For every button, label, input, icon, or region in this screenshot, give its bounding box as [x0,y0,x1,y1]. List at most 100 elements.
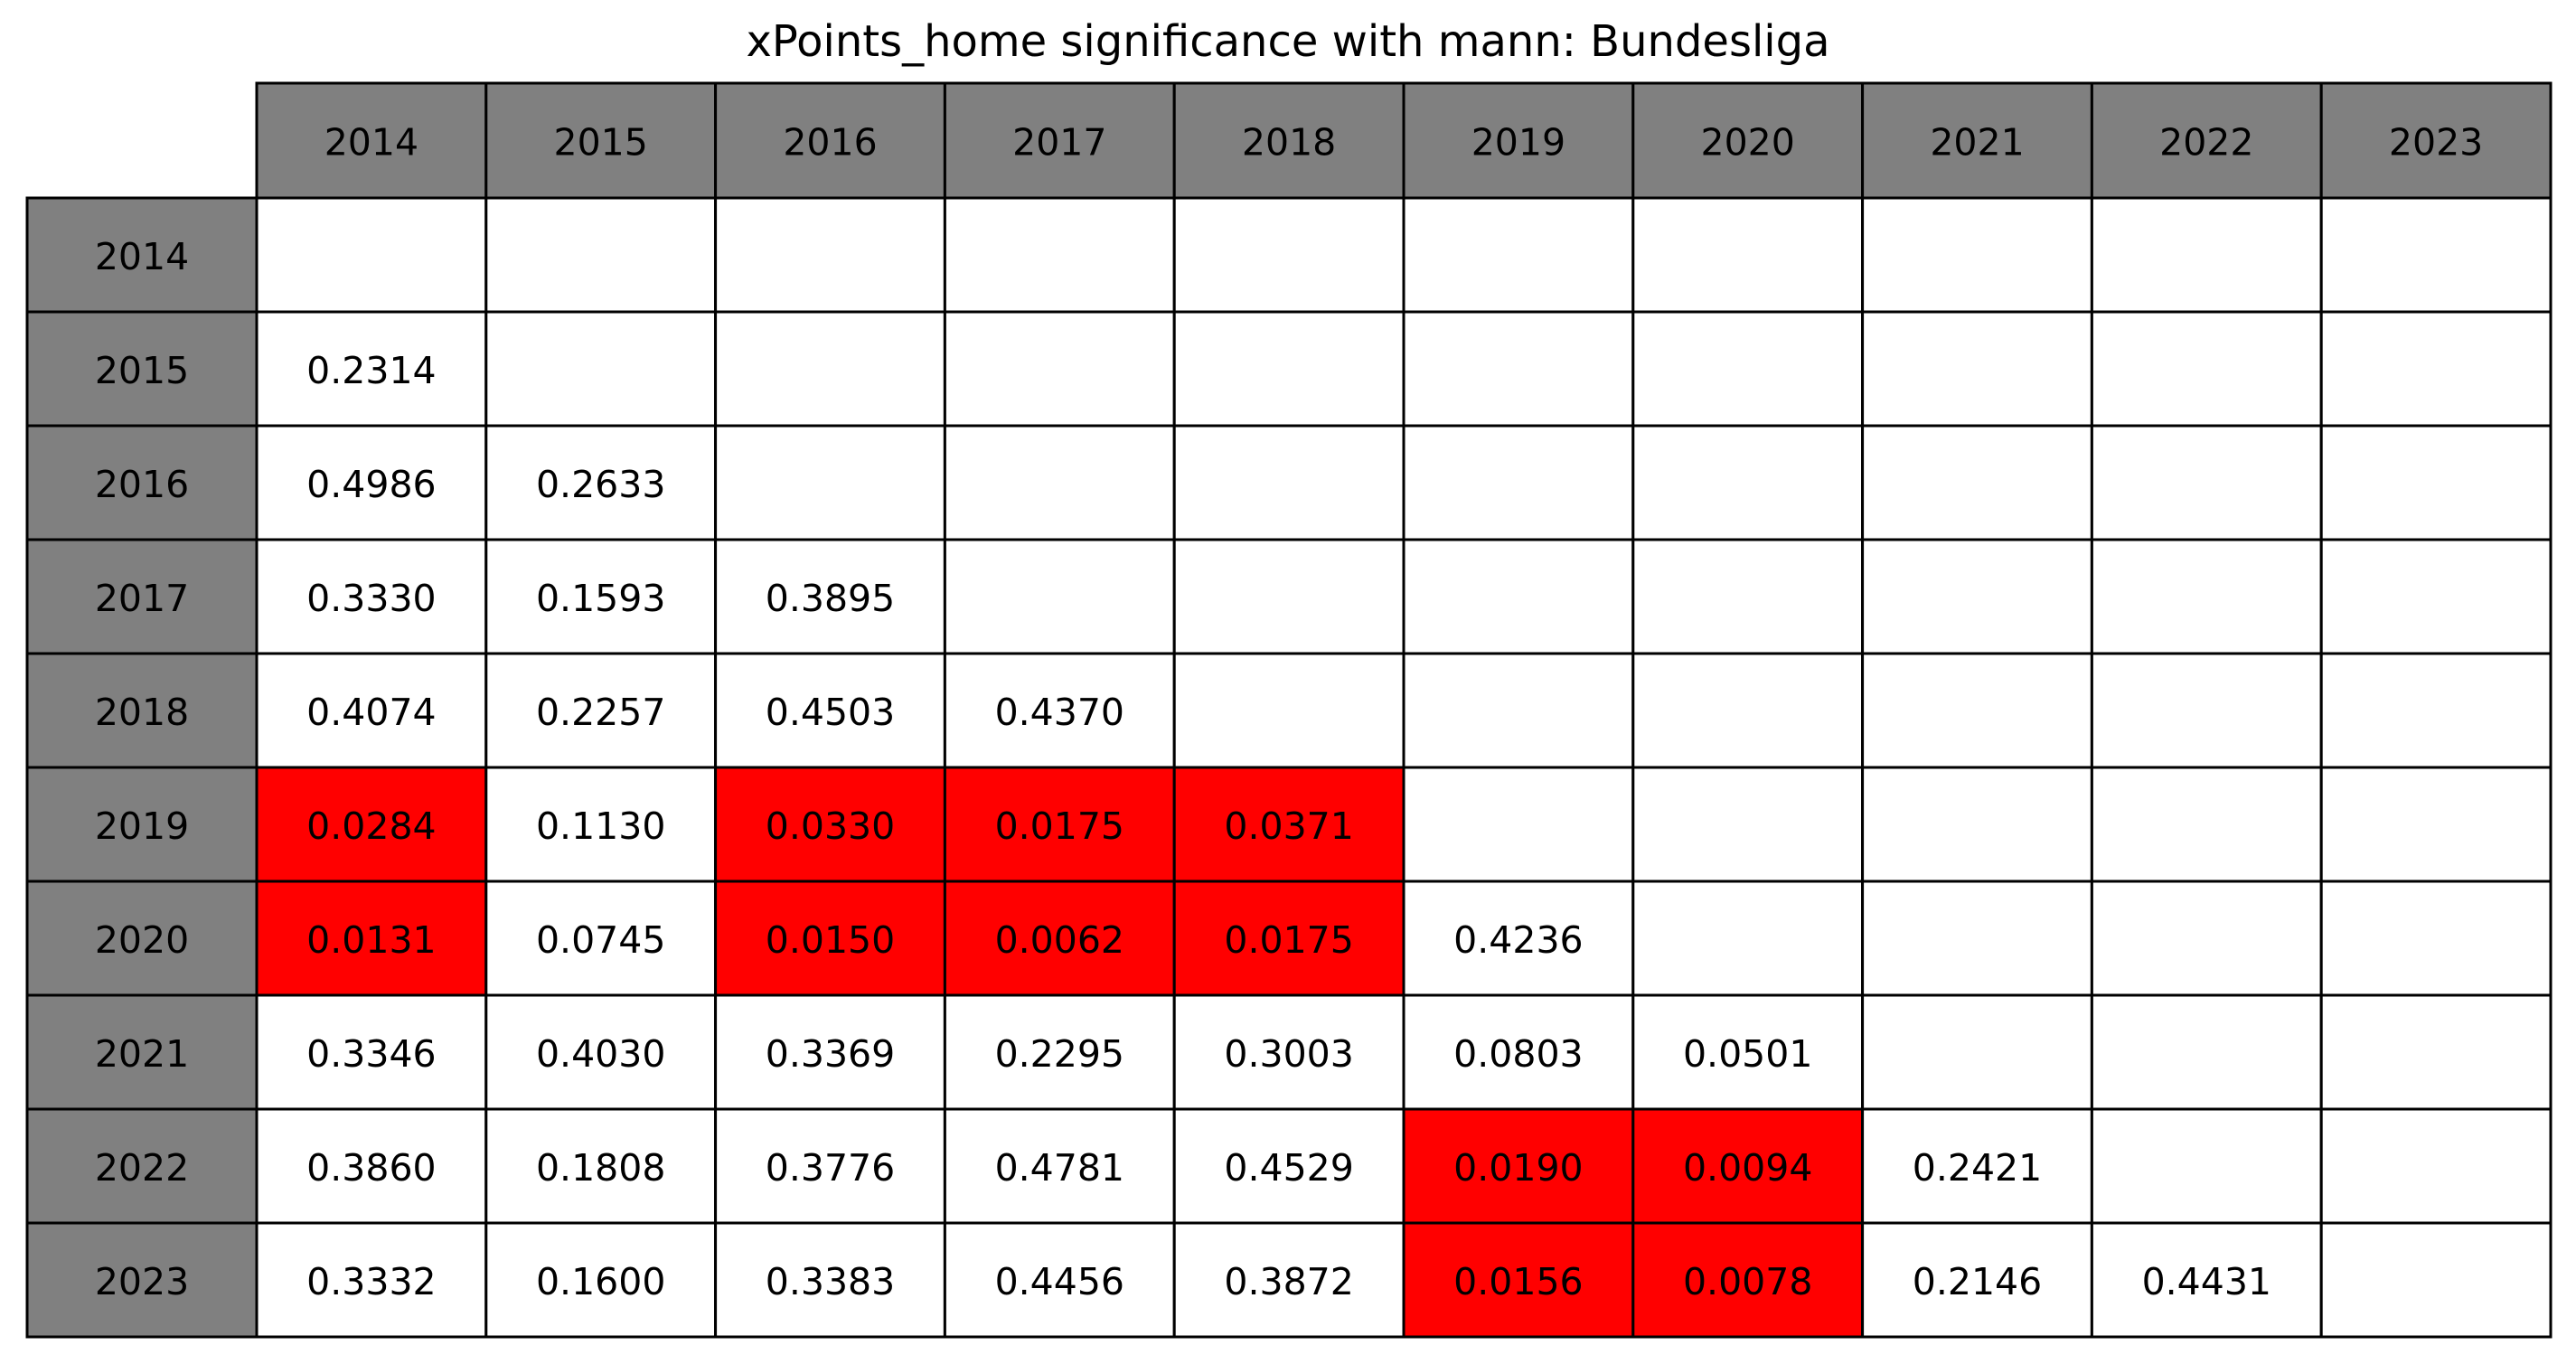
table-cell-value: 0.4030 [536,1032,665,1076]
table-cell [1861,993,2093,1111]
table-cell [2090,538,2323,655]
row-header-cell [25,993,259,1111]
column-header-label: 2014 [324,121,418,165]
table-cell-value: 0.0078 [1683,1260,1812,1303]
table-cell-value: 0.4074 [306,691,436,734]
row-header-label: 2019 [95,804,189,848]
table-cell [2319,880,2552,997]
table-cell [714,1107,946,1225]
chart-title: xPoints_home significance with mann: Bun… [746,16,1830,67]
table-cell-value: 0.3332 [306,1260,436,1303]
table-cell-value: 0.4986 [306,463,436,506]
table-cell [1631,538,1865,655]
table-cell [2090,993,2323,1111]
row-header-cell [25,766,259,883]
table-cell-value: 0.0094 [1683,1146,1812,1190]
table-cell [1402,652,1635,769]
table-cell [714,766,946,883]
row-header-cell [25,424,259,541]
column-header-cell [2090,81,2323,200]
column-header-cell [255,81,488,200]
table-cell-value: 0.2295 [995,1032,1124,1076]
table-cell [1172,766,1406,883]
table-cell [714,880,946,997]
table-cell [2090,652,2323,769]
table-cell [1172,196,1406,314]
row-header-label: 2017 [95,577,189,620]
table-cell [484,196,718,314]
table-cell-value: 0.2421 [1913,1146,2042,1190]
table-cell [2319,538,2552,655]
table-cell [1631,424,1865,541]
column-header-label: 2023 [2389,121,2483,165]
table-cell [1861,652,2093,769]
table-cell-value: 0.3872 [1224,1260,1353,1303]
row-header-cell [25,310,259,428]
table-cell-value: 0.3330 [306,577,436,620]
table-cell-value: 0.3895 [766,577,895,620]
table-cell-value: 0.1130 [536,804,665,848]
table-cell [714,652,946,769]
table-cell [1172,993,1406,1111]
table-cell-value: 0.4456 [995,1260,1124,1303]
table-cell-value: 0.3346 [306,1032,436,1076]
table-cell-value: 0.4529 [1224,1146,1353,1190]
table-cell-value: 0.0131 [306,918,436,962]
table-cell [943,424,1176,541]
table-cell [1861,310,2093,428]
table-cell [1631,880,1865,997]
table-cell-value: 0.2314 [306,349,436,392]
column-header-label: 2017 [1012,121,1106,165]
table-cell [1861,538,2093,655]
row-header-cell [25,652,259,769]
table-cell-value: 0.3860 [306,1146,436,1190]
table-cell [943,310,1176,428]
table-cell [255,310,488,428]
table-cell [1172,652,1406,769]
table-cell [484,310,718,428]
table-cell [1631,652,1865,769]
table-cell [255,424,488,541]
table-cell [2090,424,2323,541]
table-cell [484,1107,718,1225]
table-cell-value: 0.0190 [1453,1146,1583,1190]
table-cell [1631,766,1865,883]
table-cell [1861,1107,2093,1225]
table-cell [2319,993,2552,1111]
table-cell [2319,652,2552,769]
table-cell [1402,993,1635,1111]
row-header-cell [25,1107,259,1225]
table-cell [1172,1107,1406,1225]
column-header-label: 2021 [1930,121,2024,165]
table-cell [484,993,718,1111]
row-header-label: 2021 [95,1032,189,1076]
column-header-label: 2015 [554,121,648,165]
column-header-label: 2020 [1701,121,1795,165]
table-cell [1172,310,1406,428]
table-cell [2319,424,2552,541]
row-header-label: 2023 [95,1260,189,1303]
table-cell [1631,310,1865,428]
table-cell [255,1221,488,1339]
column-header-cell [1861,81,2093,200]
table-cell-value: 0.0501 [1683,1032,1812,1076]
table-cell [1402,766,1635,883]
table-cell [1861,880,2093,997]
table-cell [1861,766,2093,883]
table-cell [484,1221,718,1339]
table-cell [714,1221,946,1339]
table-cell-value: 0.3776 [766,1146,895,1190]
table-cell [2090,1221,2323,1339]
table-cell [714,424,946,541]
table-cell [2090,880,2323,997]
table-cell [2319,766,2552,883]
row-header-cell [25,1221,259,1339]
table-cell [1172,424,1406,541]
table-cell [1172,1221,1406,1339]
column-header-label: 2016 [783,121,877,165]
table-cell [2090,1107,2323,1225]
table-cell [1402,196,1635,314]
row-header-cell [25,538,259,655]
table-cell [255,538,488,655]
